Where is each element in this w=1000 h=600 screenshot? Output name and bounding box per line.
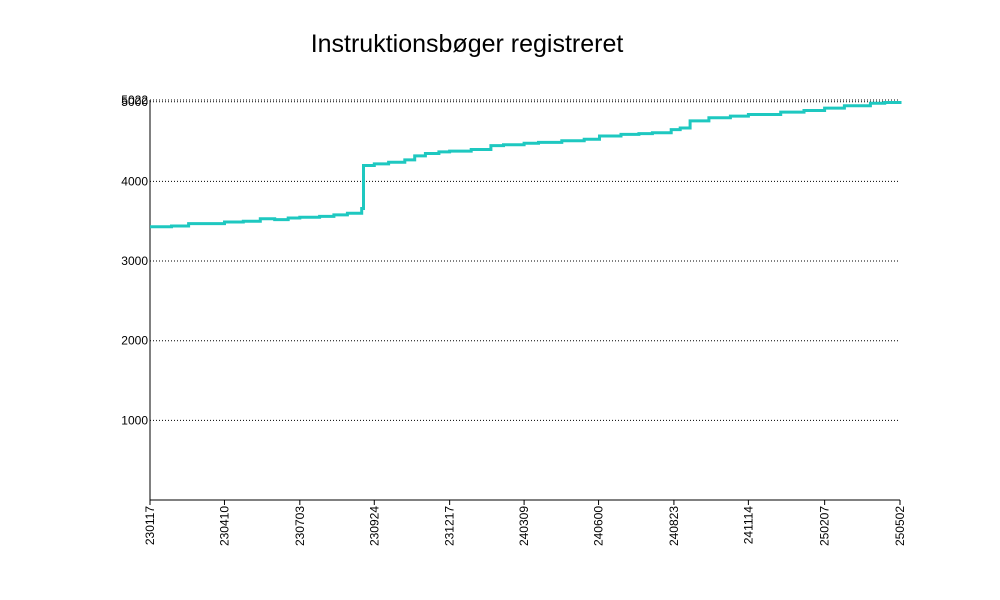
series-layer (150, 101, 902, 229)
x-tick-label: 240600 (592, 506, 606, 546)
x-tick-label: 241114 (741, 506, 755, 545)
x-tick-label: 230410 (217, 506, 231, 546)
series-line (150, 101, 902, 229)
axes-layer (149, 100, 901, 505)
y-tick-label: 3000 (121, 254, 148, 268)
chart-title: Instruktionsbøger registreret (311, 30, 624, 58)
y-tick-label: 5000 (121, 95, 148, 109)
y-tick-label: 4000 (121, 174, 148, 188)
x-tick-label: 230924 (367, 506, 381, 546)
y-tick-label: 5022 (121, 93, 148, 107)
x-tick-label: 250502 (893, 506, 907, 546)
y-tick-label: 2000 (121, 334, 148, 348)
x-tick-label: 231217 (443, 506, 457, 546)
grid-layer (150, 99, 900, 421)
x-tick-label: 240309 (517, 506, 531, 546)
x-tick-labels: 230117 230410 230703 230924 231217 240309 2406… (143, 506, 907, 546)
x-tick-label: 230703 (293, 506, 307, 546)
x-tick-label: 230117 (143, 506, 157, 545)
y-tick-label: 1000 (121, 413, 148, 427)
x-tick-label: 240823 (667, 506, 681, 546)
x-tick-label: 250207 (818, 506, 832, 546)
